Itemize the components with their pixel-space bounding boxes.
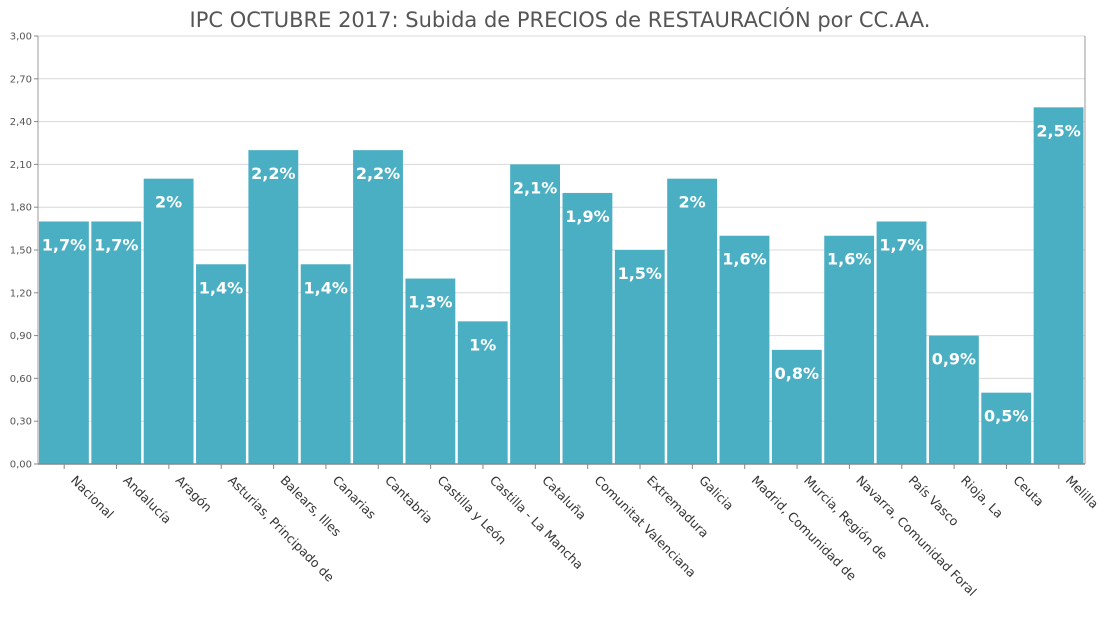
data-label: 1,6% <box>827 250 871 269</box>
data-label: 2,2% <box>356 164 400 183</box>
data-label: 1% <box>469 335 496 354</box>
data-label: 2% <box>679 193 706 212</box>
data-label: 1,9% <box>565 207 609 226</box>
chart-title: IPC OCTUBRE 2017: Subida de PRECIOS de R… <box>190 7 931 32</box>
bar <box>143 178 194 464</box>
bar <box>981 392 1032 464</box>
data-label: 1,7% <box>879 235 923 254</box>
y-tick-label: 1,20 <box>10 288 32 299</box>
bar <box>614 250 665 464</box>
y-tick-label: 1,50 <box>10 246 32 257</box>
bar <box>1033 107 1084 464</box>
data-label: 1,7% <box>42 235 86 254</box>
bars <box>39 107 1084 464</box>
bar <box>91 221 142 464</box>
data-labels: 1,7% 1,7% 2% 1,4% 2,2% 1,4% 2,2% 1,3% 1% 2,1% 1,9%… <box>42 121 1081 425</box>
bar <box>876 221 927 464</box>
bar <box>562 192 613 464</box>
data-label: 0,8% <box>775 364 819 383</box>
bar <box>300 264 351 464</box>
data-label: 1,4% <box>199 278 243 297</box>
data-label: 2,5% <box>1036 121 1080 140</box>
bar <box>405 278 456 464</box>
bar <box>928 335 979 464</box>
bar <box>510 164 560 464</box>
data-label: 1,4% <box>303 278 347 297</box>
data-label: 1,5% <box>618 264 662 283</box>
bar <box>39 221 89 464</box>
data-label: 1,7% <box>94 235 138 254</box>
y-tick-label: 2,40 <box>10 117 32 128</box>
bar <box>248 150 299 464</box>
data-label: 0,5% <box>984 407 1028 426</box>
bar <box>196 264 246 464</box>
bar <box>457 321 508 464</box>
data-label: 2,1% <box>513 178 557 197</box>
bar <box>771 349 822 464</box>
y-tick-label: 2,70 <box>10 74 32 85</box>
data-label: 1,6% <box>722 250 766 269</box>
y-tick-label: 3,00 <box>10 32 32 43</box>
data-label: 2,2% <box>251 164 295 183</box>
bar <box>667 178 718 464</box>
bar <box>824 235 875 464</box>
bar <box>353 150 403 464</box>
y-tick-label: 0,00 <box>10 460 32 471</box>
y-tick-label: 0,60 <box>10 374 32 385</box>
y-tick-label: 0,90 <box>10 331 32 342</box>
y-tick-labels: 0,00 0,30 0,60 0,90 1,20 1,50 1,80 2,10 2,40 2,70… <box>10 32 38 471</box>
bar <box>719 235 770 464</box>
data-label: 2% <box>155 193 182 212</box>
y-tick-label: 2,10 <box>10 160 32 171</box>
y-tick-label: 1,80 <box>10 203 32 214</box>
data-label: 1,3% <box>408 293 452 312</box>
data-label: 0,9% <box>932 350 976 369</box>
y-tick-label: 0,30 <box>10 417 32 428</box>
